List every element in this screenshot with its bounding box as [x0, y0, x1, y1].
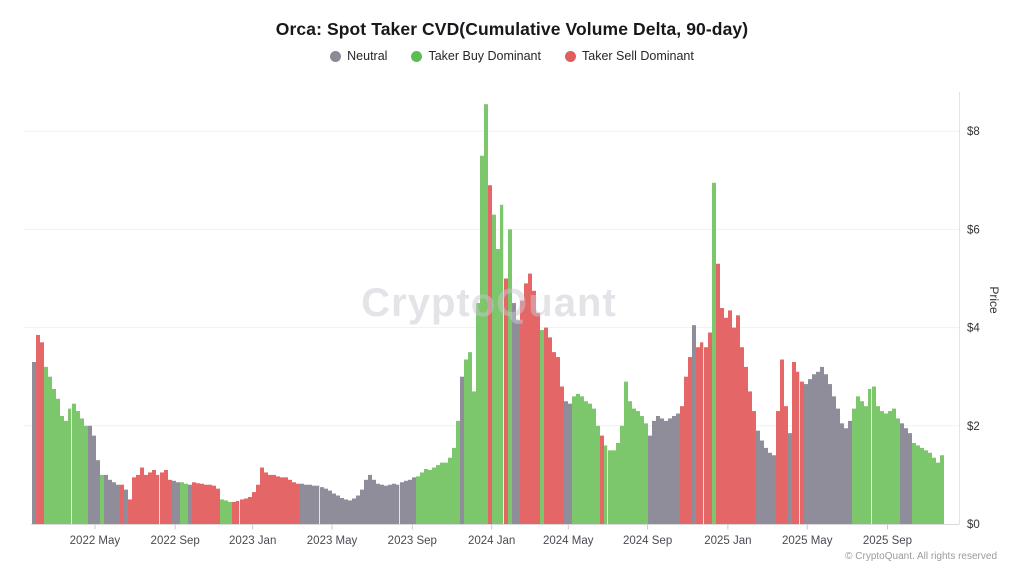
svg-text:$0: $0: [967, 519, 980, 531]
y-axis-title: Price: [987, 286, 1001, 314]
svg-text:$8: $8: [967, 126, 980, 138]
svg-text:2024 Jan: 2024 Jan: [468, 535, 515, 547]
svg-text:2025 Jan: 2025 Jan: [704, 535, 751, 547]
copyright-text: © CryptoQuant. All rights reserved: [845, 551, 997, 562]
svg-text:$2: $2: [967, 421, 980, 433]
taker-buy-dot-icon: [411, 50, 423, 62]
svg-text:2024 Sep: 2024 Sep: [623, 535, 672, 547]
neutral-dot-icon: [330, 50, 342, 62]
x-axis-ticks: [94, 524, 888, 530]
svg-text:2025 May: 2025 May: [782, 535, 833, 547]
legend-item-neutral[interactable]: Neutral: [330, 49, 387, 63]
svg-text:2025 Sep: 2025 Sep: [863, 535, 912, 547]
svg-text:2022 May: 2022 May: [70, 535, 121, 547]
svg-text:$4: $4: [967, 323, 980, 335]
y-axis-labels: $0 $2 $4 $6 $8: [967, 126, 980, 531]
x-axis-labels: 2022 May 2022 Sep 2023 Jan 2023 May 2023 Sep…: [70, 535, 912, 547]
svg-text:2023 Sep: 2023 Sep: [388, 535, 437, 547]
cvd-price-bars: [32, 104, 944, 525]
legend: Neutral Taker Buy Dominant Taker Sell Do…: [0, 49, 1024, 63]
legend-label-taker-sell: Taker Sell Dominant: [582, 49, 694, 63]
legend-item-taker-sell[interactable]: Taker Sell Dominant: [565, 49, 694, 63]
legend-item-taker-buy[interactable]: Taker Buy Dominant: [411, 49, 541, 63]
svg-text:2023 Jan: 2023 Jan: [229, 535, 276, 547]
bar-separators: [71, 204, 872, 524]
taker-sell-dot-icon: [565, 50, 576, 62]
legend-label-neutral: Neutral: [347, 49, 388, 63]
svg-text:2024 May: 2024 May: [543, 535, 594, 547]
svg-text:2023 May: 2023 May: [307, 535, 358, 547]
chart-title: Orca: Spot Taker CVD(Cumulative Volume D…: [275, 19, 749, 39]
legend-label-taker-buy: Taker Buy Dominant: [428, 49, 541, 63]
watermark: CryptoQuant: [361, 281, 616, 325]
svg-text:$6: $6: [967, 224, 980, 236]
svg-text:2022 Sep: 2022 Sep: [151, 535, 200, 547]
